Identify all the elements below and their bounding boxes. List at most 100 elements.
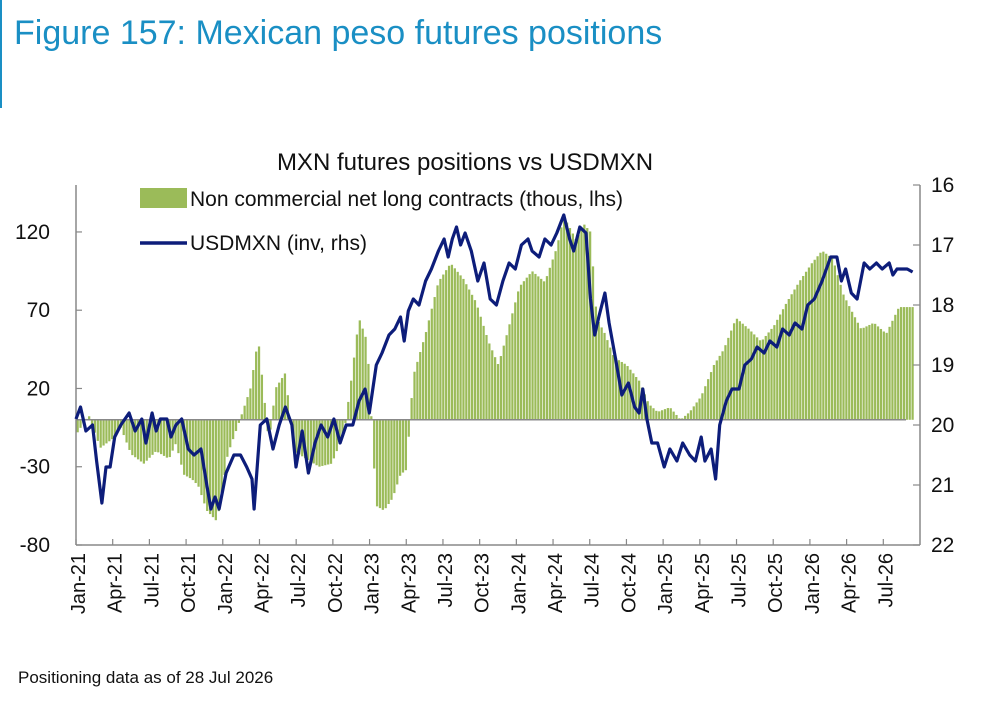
bar [76, 419, 79, 433]
bar [447, 265, 451, 420]
bar [899, 307, 903, 420]
bar [79, 419, 82, 428]
bar [398, 419, 402, 476]
bar [902, 307, 906, 420]
bar [689, 410, 693, 420]
bar [862, 327, 865, 420]
bar [646, 401, 649, 420]
bar [401, 419, 405, 473]
x-tick-label: Oct-24 [618, 553, 640, 613]
bar [111, 419, 114, 440]
bar [865, 326, 868, 420]
bar [698, 398, 701, 420]
legend-bar-label: Non commercial net long contracts (thous… [190, 188, 623, 211]
bar [738, 321, 741, 420]
x-tick-label: Jan-24 [508, 553, 530, 614]
x-tick-label: Jul-21 [141, 553, 163, 607]
x-tick-label: Jan-23 [362, 553, 384, 614]
bar [88, 416, 91, 420]
bar [240, 414, 243, 420]
bar [635, 377, 638, 420]
bar [718, 355, 721, 420]
bar [897, 308, 900, 420]
bar [263, 402, 266, 420]
bar [422, 342, 425, 420]
bar [436, 285, 439, 420]
figure-title: Figure 157: Mexican peso futures positio… [14, 14, 663, 52]
bar [499, 356, 503, 420]
bar [226, 419, 229, 457]
right-tick-label: 22 [931, 534, 954, 557]
left-tick-label: 70 [27, 299, 50, 322]
bar [177, 419, 180, 454]
bar [511, 313, 514, 420]
bar [637, 380, 641, 420]
legend-bar-swatch [140, 188, 187, 208]
bar [206, 419, 209, 512]
bar [358, 320, 361, 420]
bar [825, 253, 828, 420]
bar [390, 419, 393, 500]
bar [329, 419, 333, 464]
bar [378, 419, 382, 509]
bar [90, 419, 94, 425]
x-tick-label: Jul-26 [875, 553, 897, 607]
bar [833, 265, 836, 420]
bar [842, 294, 845, 420]
bar [338, 419, 341, 444]
bar [836, 275, 839, 420]
bar [591, 266, 595, 420]
bar [721, 351, 724, 420]
bar [655, 410, 658, 420]
bar [879, 328, 883, 420]
bar [816, 256, 819, 420]
bar [502, 345, 505, 420]
x-tick-label: Apr-21 [105, 553, 127, 613]
bar [882, 331, 885, 420]
bar [876, 326, 880, 420]
bar [321, 419, 324, 466]
bar [675, 414, 678, 420]
bar [306, 419, 310, 460]
bar [609, 347, 612, 420]
bar [891, 320, 894, 420]
bar [551, 259, 554, 420]
x-tick-label: Oct-23 [472, 553, 494, 613]
bar [747, 328, 750, 420]
bar [545, 276, 549, 420]
bar [491, 350, 494, 420]
bar [684, 415, 687, 420]
bar [102, 419, 105, 446]
bar [563, 217, 566, 420]
bar [540, 278, 543, 420]
bar [712, 365, 716, 420]
bar [784, 303, 788, 420]
bar [557, 240, 560, 420]
bar [456, 271, 459, 420]
bar [243, 405, 246, 420]
bar [298, 419, 301, 455]
chart-title: MXN futures positions vs USDMXN [277, 149, 653, 176]
bar [787, 299, 790, 420]
bar [439, 278, 442, 420]
bar [197, 419, 200, 487]
bar [799, 280, 802, 420]
right-tick-label: 21 [931, 474, 954, 497]
bar [704, 386, 707, 420]
bar [715, 360, 718, 420]
x-tick-label: Jan-22 [215, 553, 237, 614]
bar [125, 419, 128, 443]
bar [168, 419, 171, 458]
bar [327, 419, 330, 465]
bar [413, 371, 416, 420]
bar [410, 398, 413, 420]
bar [600, 327, 603, 420]
bar [571, 233, 574, 420]
bar [162, 419, 166, 456]
bar [822, 251, 825, 420]
bar [220, 419, 223, 494]
bar [568, 228, 572, 420]
bar [99, 419, 102, 448]
bar [505, 335, 508, 420]
